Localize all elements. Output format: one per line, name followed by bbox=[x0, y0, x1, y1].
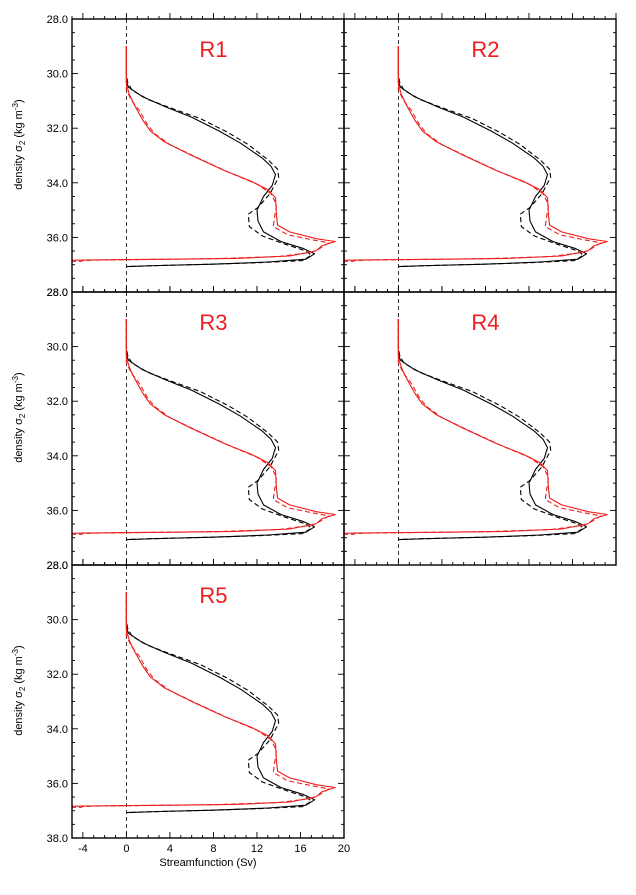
y-tick-label: 28.0 bbox=[47, 14, 68, 26]
y-axis-title-main: density σ bbox=[13, 145, 25, 190]
curve-black-dashed bbox=[125, 46, 312, 268]
y-tick-label: 38.0 bbox=[47, 833, 68, 845]
y-tick-label: 28.0 bbox=[47, 287, 68, 299]
y-axis-title-unit: (kg m bbox=[13, 656, 25, 684]
curves-group bbox=[72, 319, 336, 541]
y-axis-title: density σ2 (kg m-3) bbox=[11, 372, 27, 462]
curve-red-dashed bbox=[72, 319, 330, 535]
y-tick-label: 36.0 bbox=[47, 778, 68, 790]
y-tick-label: 36.0 bbox=[47, 232, 68, 244]
curve-black-dashed bbox=[397, 46, 584, 268]
panel-label: R1 bbox=[199, 37, 227, 62]
y-tick-label: 34.0 bbox=[47, 451, 68, 463]
panel-r3: 28.0 30.0 32.0 34.0 36.0 28.0 density σ2 (kg m-… bbox=[11, 286, 345, 572]
curve-red-solid bbox=[72, 46, 336, 261]
panel-label: R5 bbox=[199, 583, 227, 608]
curve-red-solid bbox=[72, 592, 336, 807]
y-tick-label: 32.0 bbox=[47, 123, 68, 135]
y-axis-title-main: density σ bbox=[13, 691, 25, 736]
curves-group bbox=[72, 592, 336, 814]
curve-red-solid bbox=[344, 319, 608, 534]
curve-red-dashed bbox=[344, 46, 602, 262]
y-axis-title-main: density σ bbox=[13, 418, 25, 463]
y-tick-label: 32.0 bbox=[47, 669, 68, 681]
curve-red-dashed bbox=[72, 592, 330, 808]
y-axis-title-exp: -3 bbox=[11, 102, 20, 110]
y-tick-label: 30.0 bbox=[47, 615, 68, 627]
panel-label: R3 bbox=[199, 310, 227, 335]
x-tick-label: -4 bbox=[78, 843, 88, 855]
curve-black-dashed bbox=[125, 319, 312, 541]
y-tick-label: 30.0 bbox=[47, 342, 68, 354]
y-axis-title-unit: (kg m bbox=[13, 383, 25, 411]
curve-black-dashed bbox=[125, 592, 312, 814]
y-tick-label: 28.0 bbox=[47, 287, 68, 299]
curve-red-dashed bbox=[344, 319, 602, 535]
y-tick-label: 30.0 bbox=[47, 69, 68, 81]
curve-black-dashed bbox=[397, 319, 584, 541]
curve-red-solid bbox=[344, 46, 608, 261]
curves-group bbox=[72, 46, 336, 268]
y-axis-title-sub: 2 bbox=[18, 686, 27, 691]
y-axis-title-close: ) bbox=[13, 372, 25, 376]
panel-r5: -4 0 4 8 12 16 20 28.0 30.0 32.0 34.0 36.0 38.0 densi… bbox=[11, 559, 350, 869]
y-tick-label: 34.0 bbox=[47, 178, 68, 190]
y-axis-title-sub: 2 bbox=[18, 140, 27, 145]
panel-r4: R4 bbox=[343, 286, 617, 566]
panel-label: R4 bbox=[471, 310, 499, 335]
y-tick-label: 28.0 bbox=[47, 560, 68, 572]
curve-red-solid bbox=[72, 319, 336, 534]
curves-group bbox=[344, 46, 608, 268]
x-axis-title: Streamfunction (Sv) bbox=[159, 857, 256, 869]
y-tick-label: 36.0 bbox=[47, 505, 68, 517]
panel-label: R2 bbox=[471, 37, 499, 62]
y-axis-title-close: ) bbox=[13, 99, 25, 103]
y-axis-title-unit: (kg m bbox=[13, 110, 25, 138]
curves-group bbox=[344, 319, 608, 541]
y-axis-title-exp: -3 bbox=[11, 648, 20, 656]
y-axis-title-sub: 2 bbox=[18, 413, 27, 418]
x-tick-label: 16 bbox=[294, 843, 306, 855]
y-tick-label: 32.0 bbox=[47, 396, 68, 408]
panel-r1: 28.0 30.0 32.0 34.0 36.0 28.0 density σ2 (kg m-… bbox=[11, 13, 345, 299]
curve-red-dashed bbox=[72, 46, 330, 262]
panel-r2: R2 bbox=[343, 13, 617, 293]
y-tick-label: 34.0 bbox=[47, 724, 68, 736]
y-axis-title-exp: -3 bbox=[11, 375, 20, 383]
x-tick-label: 4 bbox=[167, 843, 173, 855]
x-tick-label: 0 bbox=[123, 843, 129, 855]
y-tick-label: 28.0 bbox=[47, 560, 68, 572]
x-tick-label: 20 bbox=[338, 843, 350, 855]
y-axis-title-close: ) bbox=[13, 645, 25, 649]
y-axis-title: density σ2 (kg m-3) bbox=[11, 99, 27, 189]
x-tick-label: 12 bbox=[251, 843, 263, 855]
x-tick-label: 8 bbox=[210, 843, 216, 855]
y-axis-title: density σ2 (kg m-3) bbox=[11, 645, 27, 735]
